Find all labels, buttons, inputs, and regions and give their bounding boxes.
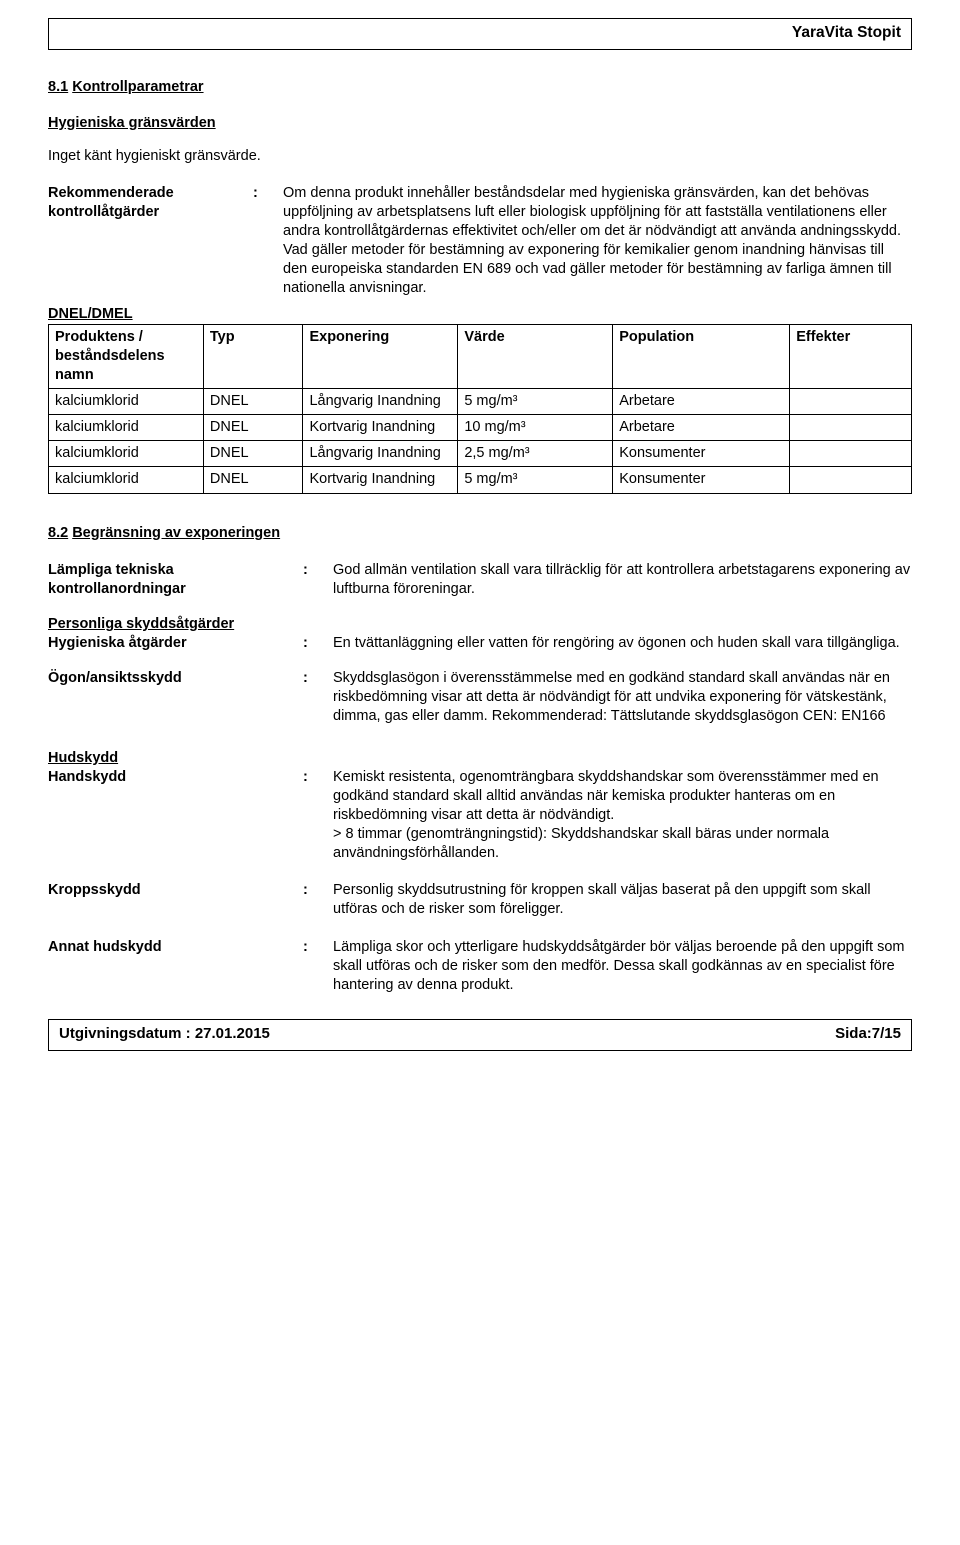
table-row: kalciumkloridDNELLångvarig Inandning5 mg… <box>49 389 912 415</box>
table-cell: Kortvarig Inandning <box>303 467 458 493</box>
colon: : <box>303 881 333 919</box>
table-header-row: Produktens / beståndsdelens namn Typ Exp… <box>49 324 912 388</box>
table-body: kalciumkloridDNELLångvarig Inandning5 mg… <box>49 389 912 494</box>
table-row: kalciumkloridDNELKortvarig Inandning10 m… <box>49 415 912 441</box>
table-row: kalciumkloridDNELKortvarig Inandning5 mg… <box>49 467 912 493</box>
section-82-heading: 8.2 Begränsning av exponeringen <box>48 524 912 543</box>
hygienic-measures-label: Hygieniska åtgärder <box>48 634 303 653</box>
body-protection-text: Personlig skyddsutrustning för kroppen s… <box>333 881 912 919</box>
recommended-measures-text: Om denna produkt innehåller beståndsdela… <box>283 184 912 299</box>
personal-protection-label: Personliga skyddsåtgärder <box>48 616 234 632</box>
table-header: Effekter <box>790 324 912 388</box>
skin-protection-label: Hudskydd <box>48 750 118 766</box>
header-box: YaraVita Stopit <box>48 18 912 50</box>
section-81-heading: 8.1 Kontrollparametrar <box>48 78 912 97</box>
colon: : <box>303 561 333 599</box>
skin-protection-heading: Hudskydd <box>48 749 912 768</box>
table-cell: Konsumenter <box>613 441 790 467</box>
section-81-number: 8.1 <box>48 79 68 95</box>
table-cell: Arbetare <box>613 415 790 441</box>
table-cell: DNEL <box>203 441 303 467</box>
colon: : <box>303 768 333 864</box>
tech-label-line2: kontrollanordningar <box>48 581 186 597</box>
technical-controls-label: Lämpliga tekniska kontrollanordningar <box>48 561 303 599</box>
table-header: Värde <box>458 324 613 388</box>
body-protection-row: Kroppsskydd : Personlig skyddsutrustning… <box>48 881 912 919</box>
table-header: Produktens / beståndsdelens namn <box>49 324 204 388</box>
table-cell: Kortvarig Inandning <box>303 415 458 441</box>
table-cell: kalciumklorid <box>49 415 204 441</box>
other-skin-protection-row: Annat hudskydd : Lämpliga skor och ytter… <box>48 938 912 995</box>
footer-box: Utgivningsdatum : 27.01.2015 Sida:7/15 <box>48 1019 912 1051</box>
table-cell: 10 mg/m³ <box>458 415 613 441</box>
colon: : <box>303 938 333 995</box>
hand-protection-label: Handskydd <box>48 768 303 864</box>
table-cell: DNEL <box>203 415 303 441</box>
table-cell: Arbetare <box>613 389 790 415</box>
hygienic-limits-text: Inget känt hygieniskt gränsvärde. <box>48 147 912 166</box>
technical-controls-row: Lämpliga tekniska kontrollanordningar : … <box>48 561 912 599</box>
dnel-dmel-heading: DNEL/DMEL <box>48 305 912 324</box>
other-skin-protection-text: Lämpliga skor och ytterligare hudskyddså… <box>333 938 912 995</box>
table-cell: kalciumklorid <box>49 467 204 493</box>
colon: : <box>253 184 283 299</box>
table-cell: Långvarig Inandning <box>303 389 458 415</box>
table-cell: 2,5 mg/m³ <box>458 441 613 467</box>
recommended-measures-label: Rekommenderade kontrollåtgärder <box>48 184 253 299</box>
dnel-table: Produktens / beståndsdelens namn Typ Exp… <box>48 324 912 494</box>
hygienic-limits-heading: Hygieniska gränsvärden <box>48 114 912 133</box>
table-cell: Konsumenter <box>613 467 790 493</box>
eye-face-protection-row: Ögon/ansiktsskydd : Skyddsglasögon i öve… <box>48 669 912 726</box>
colon: : <box>303 634 333 653</box>
personal-protection-heading: Personliga skyddsåtgärder <box>48 615 912 634</box>
table-cell <box>790 467 912 493</box>
page-number: Sida:7/15 <box>835 1024 901 1044</box>
table-cell: 5 mg/m³ <box>458 467 613 493</box>
section-82-title: Begränsning av exponeringen <box>72 525 280 541</box>
section-82-number: 8.2 <box>48 525 68 541</box>
recommended-measures-row: Rekommenderade kontrollåtgärder : Om den… <box>48 184 912 299</box>
table-cell: DNEL <box>203 467 303 493</box>
body-protection-label: Kroppsskydd <box>48 881 303 919</box>
section-81-title: Kontrollparametrar <box>72 79 203 95</box>
table-header: Exponering <box>303 324 458 388</box>
eye-face-protection-label: Ögon/ansiktsskydd <box>48 669 303 726</box>
tech-label-line1: Lämpliga tekniska <box>48 562 174 578</box>
rec-label-line2: kontrollåtgärder <box>48 204 159 220</box>
hand-protection-text: Kemiskt resistenta, ogenomträngbara skyd… <box>333 768 912 864</box>
table-header: Typ <box>203 324 303 388</box>
hygienic-measures-row: Hygieniska åtgärder : En tvättanläggning… <box>48 634 912 653</box>
table-cell: 5 mg/m³ <box>458 389 613 415</box>
issue-date: Utgivningsdatum : 27.01.2015 <box>59 1024 270 1044</box>
colon: : <box>303 669 333 726</box>
table-cell: kalciumklorid <box>49 441 204 467</box>
table-cell: DNEL <box>203 389 303 415</box>
rec-label-line1: Rekommenderade <box>48 185 174 201</box>
other-skin-protection-label: Annat hudskydd <box>48 938 303 995</box>
table-cell: Långvarig Inandning <box>303 441 458 467</box>
table-header: Population <box>613 324 790 388</box>
technical-controls-text: God allmän ventilation skall vara tillrä… <box>333 561 912 599</box>
hygienic-measures-text: En tvättanläggning eller vatten för reng… <box>333 634 912 653</box>
table-cell <box>790 415 912 441</box>
table-row: kalciumkloridDNELLångvarig Inandning2,5 … <box>49 441 912 467</box>
eye-face-protection-text: Skyddsglasögon i överensstämmelse med en… <box>333 669 912 726</box>
product-name: YaraVita Stopit <box>792 24 901 41</box>
hand-protection-row: Handskydd : Kemiskt resistenta, ogenomtr… <box>48 768 912 864</box>
table-cell: kalciumklorid <box>49 389 204 415</box>
table-cell <box>790 441 912 467</box>
table-cell <box>790 389 912 415</box>
